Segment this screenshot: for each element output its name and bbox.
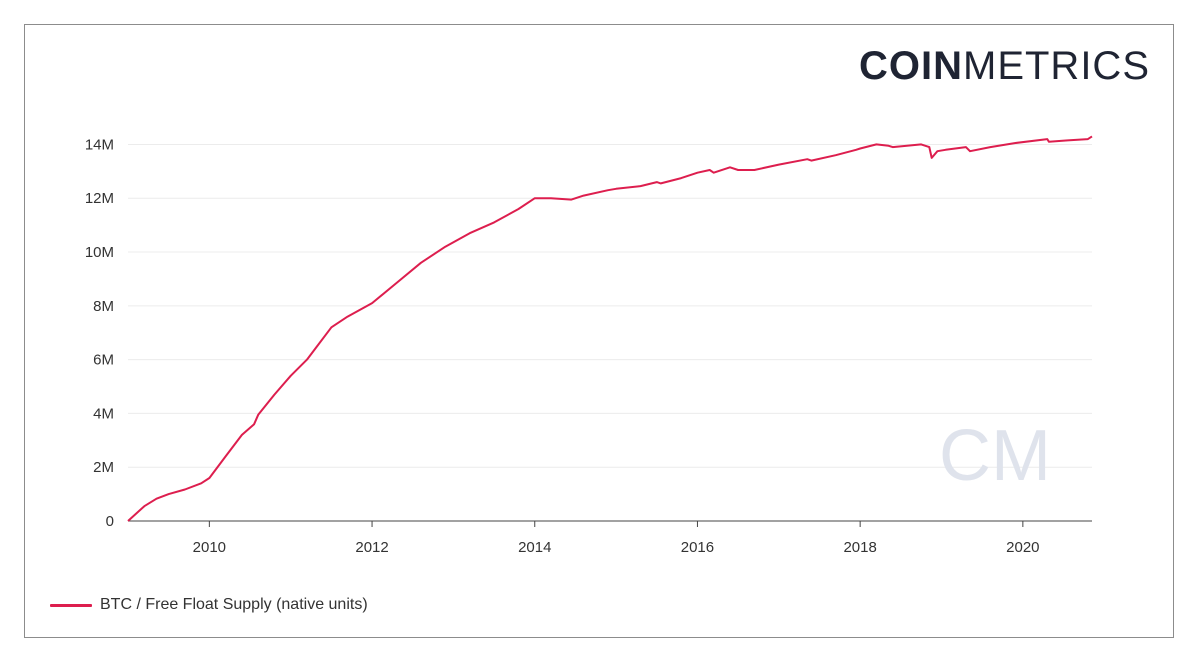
logo-light-text: METRICS xyxy=(963,44,1150,88)
legend[interactable]: BTC / Free Float Supply (native units) xyxy=(50,596,368,614)
x-axis: 2010 2012 2014 2016 2018 2020 xyxy=(193,521,1040,556)
x-tick-label: 2010 xyxy=(193,539,226,556)
x-tick-label: 2012 xyxy=(355,539,388,556)
series-line-btc-free-float-supply[interactable] xyxy=(127,135,1093,522)
series-group xyxy=(127,135,1093,522)
x-tick-label: 2018 xyxy=(843,539,876,556)
x-tick-label: 2016 xyxy=(681,539,714,556)
y-tick-label: 0 xyxy=(106,513,114,530)
gridlines xyxy=(128,143,1092,468)
y-axis: 0 2M 4M 6M 8M 10M 12M 14M xyxy=(85,136,114,530)
y-tick-label: 14M xyxy=(85,136,114,153)
cm-watermark: CM xyxy=(939,416,1051,496)
x-tick-label: 2014 xyxy=(518,539,551,556)
y-tick-label: 10M xyxy=(85,244,114,261)
y-tick-label: 12M xyxy=(85,190,114,207)
y-tick-label: 6M xyxy=(93,352,114,369)
y-tick-label: 2M xyxy=(93,459,114,476)
legend-swatch xyxy=(50,603,92,607)
legend-label: BTC / Free Float Supply (native units) xyxy=(100,596,368,613)
x-tick-label: 2020 xyxy=(1006,539,1039,556)
y-tick-label: 4M xyxy=(93,405,114,422)
logo-bold-text: COIN xyxy=(859,44,963,88)
y-tick-label: 8M xyxy=(93,298,114,315)
chart-frame xyxy=(24,24,1174,638)
coinmetrics-logo: COINMETRICS xyxy=(859,44,1150,88)
